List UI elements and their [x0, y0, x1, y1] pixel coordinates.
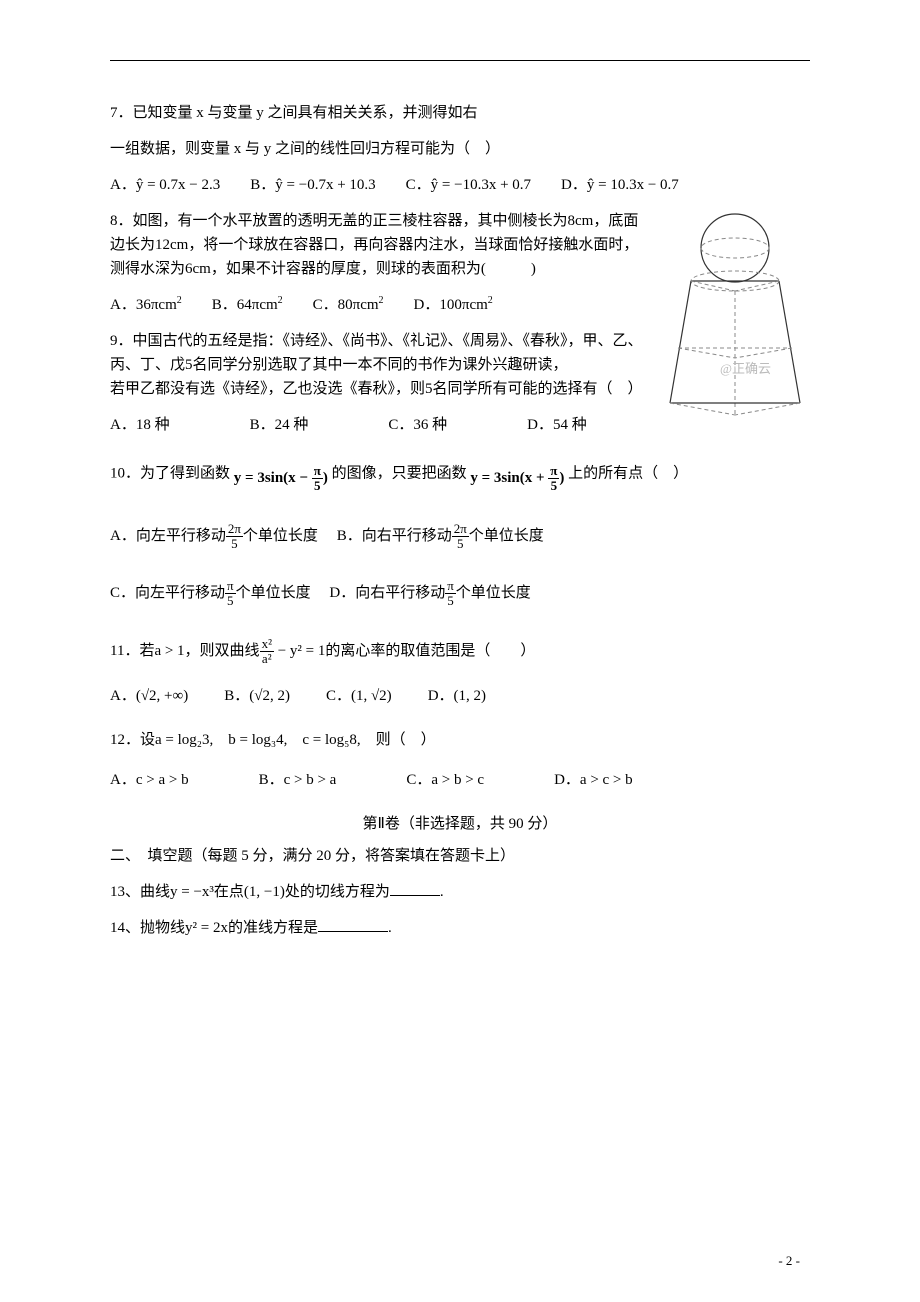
- q13-blank: [390, 881, 440, 896]
- q7-opt-d: D．ŷ = 10.3x − 0.7: [561, 173, 679, 197]
- prism-figure: @正确云: [660, 203, 810, 431]
- watermark-text: @正确云: [720, 361, 771, 376]
- part2-title: 第Ⅱ卷（非选择题，共 90 分）: [110, 812, 810, 836]
- bottom-back-l: [670, 403, 735, 415]
- bottom-back-r: [735, 403, 800, 415]
- q10-pre: 10．为了得到函数: [110, 466, 230, 482]
- q11-opt-c: C．(1, √2): [326, 684, 392, 708]
- page-number: - 2 -: [778, 1251, 800, 1272]
- q8-opt-a: A．36πcm2: [110, 293, 182, 317]
- q8-opt-c: C．80πcm2: [313, 293, 384, 317]
- question-10: 10．为了得到函数 y = 3sin(x − π5) 的图像，只要把函数 y =…: [110, 455, 810, 494]
- q10-row-cd: C．向左平行移动π5个单位长度 D．向右平行移动π5个单位长度: [110, 579, 810, 609]
- question-14: 14、抛物线y² = 2x的准线方程是.: [110, 916, 810, 940]
- q7-line2: 一组数据，则变量 x 与 y 之间的线性回归方程可能为（ ）: [110, 137, 810, 161]
- page-container: 7．已知变量 x 与变量 y 之间具有相关关系，并测得如右 一组数据，则变量 x…: [0, 0, 920, 1302]
- q8-options: A．36πcm2 B．64πcm2 C．80πcm2 D．100πcm2: [110, 293, 650, 317]
- q10-opt-c: C．向左平行移动π5个单位长度: [110, 585, 314, 601]
- q11-pre: 11．若a > 1，则双曲线: [110, 643, 260, 659]
- q7-options: A．ŷ = 0.7x − 2.3 B．ŷ = −0.7x + 10.3 C．ŷ …: [110, 173, 810, 197]
- question-11: 11．若a > 1，则双曲线x²a² − y² = 1的离心率的取值范围是（ ）: [110, 637, 810, 667]
- q11-opt-b: B．(√2, 2): [224, 684, 290, 708]
- q7-line2-wrap: 一组数据，则变量 x 与 y 之间的线性回归方程可能为（ ）: [110, 137, 810, 161]
- sphere-circle: [701, 214, 769, 282]
- q9-opt-a: A．18 种: [110, 413, 170, 437]
- edge-left: [670, 281, 691, 403]
- top-rule: [110, 60, 810, 61]
- q12-opt-c: C．a > b > c: [406, 768, 484, 792]
- q9-opt-c: C．36 种: [388, 413, 447, 437]
- sphere-equator: [701, 238, 769, 258]
- q14-text: 14、抛物线y² = 2x的准线方程是: [110, 920, 318, 936]
- part2-sub: 二、 填空题（每题 5 分，满分 20 分，将答案填在答题卡上）: [110, 844, 810, 868]
- q14-punct: .: [388, 920, 392, 936]
- question-13: 13、曲线y = −x³在点(1, −1)处的切线方程为.: [110, 880, 810, 904]
- q10-mid: 的图像，只要把函数: [332, 466, 467, 482]
- q10-f1: y = 3sin(x − π5): [234, 455, 328, 494]
- q9-options: A．18 种 B．24 种 C．36 种 D．54 种: [110, 413, 650, 437]
- q10-opt-d: D．向右平行移动π5个单位长度: [329, 585, 530, 601]
- q11-post: − y² = 1的离心率的取值范围是（ ）: [274, 643, 535, 659]
- q10-row-ab: A．向左平行移动2π5个单位长度 B．向右平行移动2π5个单位长度: [110, 522, 810, 552]
- q11-frac: x²a²: [260, 637, 274, 667]
- water-back-l: [678, 348, 735, 358]
- q12-opt-a: A．c > a > b: [110, 768, 189, 792]
- q11-opt-d: D．(1, 2): [428, 684, 486, 708]
- q12-text: 12．设a = log₂3, b = log₃4, c = log₅8, 则（ …: [110, 732, 436, 748]
- q9-opt-d: D．54 种: [527, 413, 587, 437]
- q13-text: 13、曲线y = −x³在点(1, −1)处的切线方程为: [110, 884, 390, 900]
- q10-opt-b: B．向右平行移动2π5个单位长度: [337, 528, 544, 544]
- question-12: 12．设a = log₂3, b = log₃4, c = log₅8, 则（ …: [110, 728, 810, 752]
- q10-f2: y = 3sin(x + π5): [470, 455, 564, 494]
- q12-opt-b: B．c > b > a: [259, 768, 337, 792]
- question-7: 7．已知变量 x 与变量 y 之间具有相关关系，并测得如右: [110, 101, 810, 125]
- q11-options: A．(√2, +∞) B．(√2, 2) C．(1, √2) D．(1, 2): [110, 684, 810, 708]
- prism-svg: @正确云: [660, 203, 810, 423]
- q12-opt-d: D．a > c > b: [554, 768, 633, 792]
- q7-opt-a: A．ŷ = 0.7x − 2.3: [110, 173, 220, 197]
- q9-opt-b: B．24 种: [250, 413, 309, 437]
- q8-opt-b: B．64πcm2: [212, 293, 283, 317]
- q7-opt-b: B．ŷ = −0.7x + 10.3: [250, 173, 375, 197]
- q10-opt-a: A．向左平行移动2π5个单位长度: [110, 528, 322, 544]
- q11-opt-a: A．(√2, +∞): [110, 684, 188, 708]
- q7-opt-c: C．ŷ = −10.3x + 0.7: [406, 173, 531, 197]
- q14-blank: [318, 917, 388, 932]
- q10-post: 上的所有点（ ）: [568, 466, 688, 482]
- q8-text: 8．如图，有一个水平放置的透明无盖的正三棱柱容器，其中侧棱长为8cm，底面边长为…: [110, 213, 638, 277]
- q13-punct: .: [440, 884, 444, 900]
- water-back-r: [735, 348, 792, 358]
- q12-options: A．c > a > b B．c > b > a C．a > b > c D．a …: [110, 768, 810, 792]
- edge-right: [779, 281, 800, 403]
- q7-line1: 7．已知变量 x 与变量 y 之间具有相关关系，并测得如右: [110, 101, 810, 125]
- q8-opt-d: D．100πcm2: [414, 293, 493, 317]
